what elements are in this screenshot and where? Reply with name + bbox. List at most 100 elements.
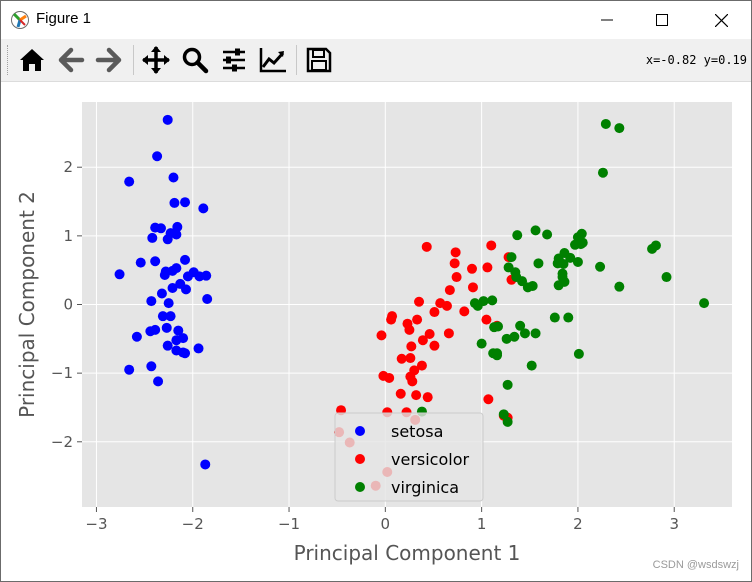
toolbar-separator xyxy=(296,45,297,75)
data-point-versicolor xyxy=(424,329,435,340)
save-button[interactable] xyxy=(303,44,335,76)
data-point-virginica xyxy=(553,280,564,291)
edit-axis-icon xyxy=(259,48,286,73)
data-point-versicolor xyxy=(417,335,428,346)
x-tick-label: −1 xyxy=(278,515,300,533)
legend-marker-virginica xyxy=(355,482,365,492)
watermark: CSDN @wsdswzj xyxy=(652,559,739,571)
save-icon xyxy=(306,47,332,73)
data-point-setosa xyxy=(162,340,173,351)
data-point-virginica xyxy=(487,295,498,306)
data-point-setosa xyxy=(150,256,161,267)
data-point-virginica xyxy=(699,298,710,309)
data-point-setosa xyxy=(201,270,212,281)
data-point-virginica xyxy=(512,230,523,241)
data-point-virginica xyxy=(558,259,569,269)
data-point-virginica xyxy=(595,261,606,272)
data-point-versicolor xyxy=(412,314,423,325)
data-point-versicolor xyxy=(422,392,433,403)
legend-label-virginica: virginica xyxy=(391,478,459,497)
figure-canvas[interactable]: −3 −2 −1 0 1 2 3 −2 −1 0 1 2 Principal Component 1 … xyxy=(1,82,751,581)
x-tick-label: 0 xyxy=(381,515,391,533)
data-point-virginica xyxy=(506,252,517,263)
maximize-icon xyxy=(656,14,668,26)
data-point-versicolor xyxy=(414,296,425,307)
data-point-virginica xyxy=(614,281,625,292)
data-point-versicolor xyxy=(411,390,422,401)
data-point-versicolor xyxy=(384,372,395,383)
close-icon xyxy=(714,13,728,27)
data-point-setosa xyxy=(145,326,156,337)
legend-label-versicolor: versicolor xyxy=(391,450,469,469)
home-icon xyxy=(20,49,44,71)
data-point-setosa xyxy=(162,234,173,245)
data-point-setosa xyxy=(124,364,135,375)
data-point-setosa xyxy=(165,311,176,322)
back-arrow-icon xyxy=(58,47,85,73)
data-point-setosa xyxy=(159,269,170,280)
data-point-setosa xyxy=(180,254,191,265)
x-tick-label: 2 xyxy=(573,515,583,533)
forward-button[interactable] xyxy=(93,44,125,76)
data-point-setosa xyxy=(173,325,184,336)
axis-ticks: −3 −2 −1 0 1 2 3 −2 −1 0 1 2 xyxy=(51,158,679,533)
data-point-setosa xyxy=(146,296,157,307)
data-point-setosa xyxy=(162,114,173,125)
data-point-versicolor xyxy=(449,258,460,269)
data-point-versicolor xyxy=(429,340,440,351)
back-button[interactable] xyxy=(55,44,87,76)
data-point-setosa xyxy=(161,322,172,333)
y-tick-label: −1 xyxy=(51,364,73,382)
series-setosa xyxy=(114,114,213,470)
minimize-button[interactable] xyxy=(584,1,630,39)
title-bar: Figure 1 xyxy=(1,1,751,39)
data-point-virginica xyxy=(502,416,513,427)
data-point-setosa xyxy=(178,347,189,358)
data-point-virginica xyxy=(472,300,483,311)
data-point-virginica xyxy=(597,167,608,178)
edit-axis-button[interactable] xyxy=(257,44,289,76)
data-point-versicolor xyxy=(467,263,477,274)
data-point-virginica xyxy=(533,258,544,269)
maximize-button[interactable] xyxy=(639,1,685,39)
home-button[interactable] xyxy=(16,44,48,76)
data-point-setosa xyxy=(147,232,158,243)
data-point-setosa xyxy=(180,197,191,208)
y-tick-label: 0 xyxy=(63,296,73,314)
data-point-virginica xyxy=(542,229,553,240)
configure-subplots-button[interactable] xyxy=(218,44,250,76)
minimize-icon xyxy=(601,19,613,21)
x-tick-label: −3 xyxy=(85,515,107,533)
data-point-virginica xyxy=(503,262,514,273)
toolbar-grip xyxy=(7,45,11,75)
pan-button[interactable] xyxy=(140,44,172,76)
data-point-virginica xyxy=(661,272,672,283)
data-point-versicolor xyxy=(405,371,416,382)
forward-arrow-icon xyxy=(95,47,122,73)
data-point-setosa xyxy=(135,257,146,268)
data-point-versicolor xyxy=(429,307,440,318)
data-point-setosa xyxy=(167,283,178,294)
x-tick-label: 1 xyxy=(477,515,487,533)
data-point-virginica xyxy=(492,350,503,361)
data-point-versicolor xyxy=(482,262,493,273)
data-point-virginica xyxy=(600,118,611,129)
gridlines xyxy=(82,102,732,507)
zoom-button[interactable] xyxy=(179,44,211,76)
data-point-setosa xyxy=(131,331,142,342)
data-point-setosa xyxy=(114,269,125,280)
data-point-virginica xyxy=(509,331,520,342)
data-point-versicolor xyxy=(443,328,454,339)
data-point-setosa xyxy=(124,176,135,187)
data-point-setosa xyxy=(178,333,189,344)
data-point-virginica xyxy=(493,321,503,332)
data-point-setosa xyxy=(155,223,166,234)
data-point-setosa xyxy=(193,343,204,354)
data-point-versicolor xyxy=(444,285,455,296)
close-button[interactable] xyxy=(698,1,744,39)
data-point-virginica xyxy=(498,409,509,420)
x-tick-label: 3 xyxy=(669,515,679,533)
data-point-setosa xyxy=(181,284,191,295)
